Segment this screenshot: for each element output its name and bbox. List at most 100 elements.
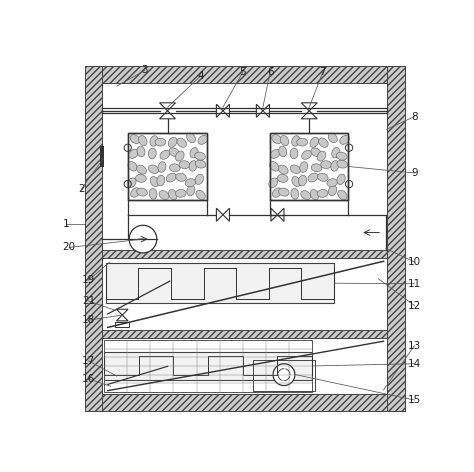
Ellipse shape bbox=[310, 137, 319, 147]
Bar bbox=[128, 133, 207, 200]
Ellipse shape bbox=[189, 160, 197, 171]
Ellipse shape bbox=[138, 135, 147, 146]
Bar bbox=[85, 66, 102, 411]
Text: 13: 13 bbox=[408, 341, 421, 351]
Ellipse shape bbox=[195, 174, 203, 185]
Ellipse shape bbox=[278, 165, 288, 174]
Text: 11: 11 bbox=[408, 279, 421, 289]
Circle shape bbox=[273, 364, 295, 386]
Ellipse shape bbox=[328, 185, 337, 196]
Bar bbox=[104, 340, 312, 392]
Ellipse shape bbox=[150, 177, 159, 186]
Ellipse shape bbox=[337, 152, 347, 160]
Ellipse shape bbox=[328, 133, 337, 143]
Ellipse shape bbox=[159, 191, 169, 200]
Ellipse shape bbox=[158, 162, 166, 172]
Bar bbox=[100, 146, 104, 168]
Ellipse shape bbox=[279, 146, 287, 157]
Bar bbox=[270, 133, 348, 200]
Bar bbox=[102, 330, 387, 338]
Ellipse shape bbox=[269, 178, 278, 188]
Ellipse shape bbox=[130, 135, 140, 143]
Ellipse shape bbox=[290, 148, 298, 159]
Text: 4: 4 bbox=[198, 70, 204, 81]
Bar bbox=[253, 360, 315, 391]
Bar bbox=[106, 263, 334, 303]
Ellipse shape bbox=[195, 160, 206, 168]
Ellipse shape bbox=[160, 150, 170, 159]
Bar bbox=[387, 66, 405, 411]
Bar bbox=[85, 66, 405, 83]
Ellipse shape bbox=[280, 135, 289, 146]
Ellipse shape bbox=[301, 191, 311, 200]
Ellipse shape bbox=[170, 164, 180, 172]
Ellipse shape bbox=[272, 135, 282, 143]
Ellipse shape bbox=[292, 136, 300, 146]
Ellipse shape bbox=[150, 136, 158, 146]
Ellipse shape bbox=[127, 178, 136, 188]
Ellipse shape bbox=[311, 164, 322, 172]
Ellipse shape bbox=[301, 150, 311, 159]
Ellipse shape bbox=[196, 190, 205, 200]
Ellipse shape bbox=[155, 138, 166, 146]
Text: 7: 7 bbox=[319, 67, 326, 77]
Ellipse shape bbox=[332, 147, 340, 158]
Text: 6: 6 bbox=[267, 67, 273, 77]
Text: 5: 5 bbox=[240, 67, 246, 77]
Ellipse shape bbox=[340, 135, 349, 144]
Ellipse shape bbox=[277, 175, 288, 182]
Ellipse shape bbox=[299, 175, 307, 186]
Ellipse shape bbox=[179, 161, 190, 169]
Ellipse shape bbox=[337, 174, 345, 185]
Ellipse shape bbox=[297, 138, 308, 146]
Text: 8: 8 bbox=[411, 111, 418, 122]
Text: 17: 17 bbox=[82, 356, 95, 366]
Bar bbox=[128, 133, 207, 200]
Ellipse shape bbox=[175, 189, 186, 197]
Ellipse shape bbox=[136, 175, 146, 182]
Ellipse shape bbox=[198, 135, 208, 144]
Ellipse shape bbox=[319, 138, 328, 147]
Ellipse shape bbox=[166, 173, 176, 182]
Text: 3: 3 bbox=[141, 66, 148, 76]
Ellipse shape bbox=[137, 146, 145, 157]
Ellipse shape bbox=[128, 161, 137, 171]
Text: 10: 10 bbox=[408, 257, 421, 267]
Ellipse shape bbox=[157, 175, 165, 186]
Ellipse shape bbox=[271, 149, 280, 158]
Text: 2: 2 bbox=[78, 184, 84, 194]
Ellipse shape bbox=[291, 188, 299, 199]
Text: 20: 20 bbox=[63, 243, 76, 253]
Ellipse shape bbox=[337, 160, 347, 168]
Ellipse shape bbox=[168, 137, 177, 147]
Text: 1: 1 bbox=[63, 219, 69, 229]
Ellipse shape bbox=[331, 160, 339, 171]
Ellipse shape bbox=[311, 148, 321, 157]
Ellipse shape bbox=[176, 173, 186, 181]
Ellipse shape bbox=[149, 188, 157, 199]
Text: 21: 21 bbox=[82, 296, 95, 306]
Ellipse shape bbox=[190, 147, 198, 158]
Text: 19: 19 bbox=[82, 275, 95, 285]
Text: 12: 12 bbox=[408, 301, 421, 311]
Ellipse shape bbox=[186, 133, 196, 143]
Bar bbox=[115, 321, 129, 328]
Ellipse shape bbox=[292, 177, 301, 186]
Ellipse shape bbox=[177, 138, 186, 147]
Ellipse shape bbox=[169, 148, 179, 157]
Ellipse shape bbox=[318, 173, 328, 181]
Ellipse shape bbox=[185, 179, 196, 187]
Ellipse shape bbox=[300, 162, 308, 172]
Ellipse shape bbox=[308, 173, 318, 182]
Ellipse shape bbox=[317, 189, 328, 197]
Ellipse shape bbox=[278, 188, 289, 196]
Ellipse shape bbox=[337, 190, 347, 200]
Text: 16: 16 bbox=[82, 374, 95, 384]
Bar bbox=[102, 250, 387, 258]
Ellipse shape bbox=[290, 165, 301, 173]
Ellipse shape bbox=[321, 161, 331, 169]
Ellipse shape bbox=[128, 149, 138, 158]
Ellipse shape bbox=[187, 185, 195, 196]
Text: 14: 14 bbox=[408, 359, 421, 369]
Ellipse shape bbox=[131, 188, 140, 197]
